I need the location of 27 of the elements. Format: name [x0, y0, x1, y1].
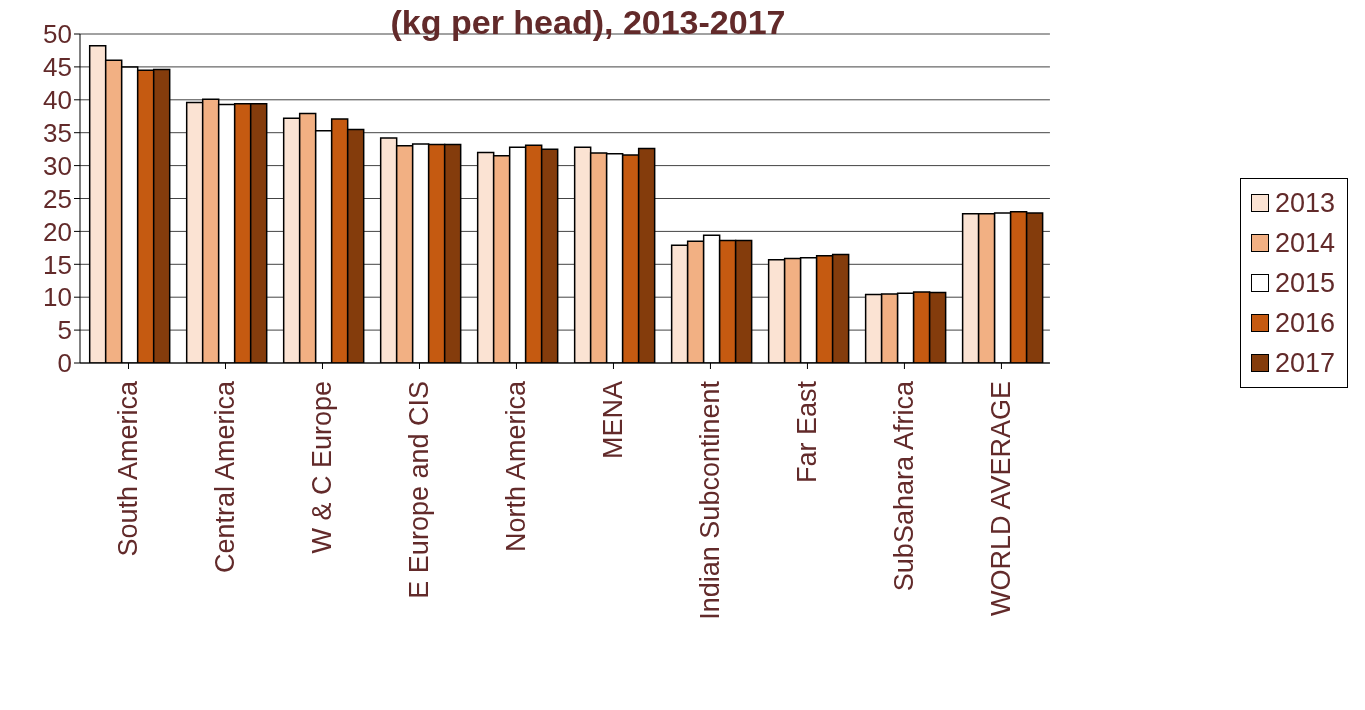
y-tick-label: 15 [43, 249, 72, 280]
y-tick-label: 50 [43, 19, 72, 50]
y-tick-label: 30 [43, 150, 72, 181]
x-tick-label: South America [113, 380, 144, 557]
legend-label: 2013 [1273, 187, 1335, 220]
x-tick-label: E Europe and CIS [404, 381, 435, 599]
x-tick-label: SubSahara Africa [889, 380, 920, 592]
y-tick-label: 45 [43, 52, 72, 83]
x-tick-label: Far East [792, 380, 823, 484]
legend-label: 2014 [1273, 227, 1335, 260]
y-tick-label: 10 [43, 282, 72, 313]
legend-label: 2015 [1273, 267, 1335, 300]
x-tick-label: MENA [598, 381, 629, 460]
x-tick-label: North America [501, 380, 532, 553]
x-tick-label: WORLD AVERAGE [986, 381, 1017, 617]
y-tick-label: 35 [43, 117, 72, 148]
x-tick-label: Indian Subcontinent [695, 380, 726, 620]
y-tick-label: 40 [43, 85, 72, 116]
y-tick-label: 0 [57, 348, 72, 379]
x-tick-label: Central America [210, 380, 241, 574]
legend-label: 2017 [1273, 347, 1335, 380]
y-tick-label: 5 [57, 315, 72, 346]
legend-label: 2016 [1273, 307, 1335, 340]
chart-title: (kg per head), 2013-2017 [390, 3, 786, 41]
x-tick-label: W & C Europe [307, 381, 338, 554]
y-tick-label: 25 [43, 183, 72, 214]
y-tick-label: 20 [43, 216, 72, 247]
